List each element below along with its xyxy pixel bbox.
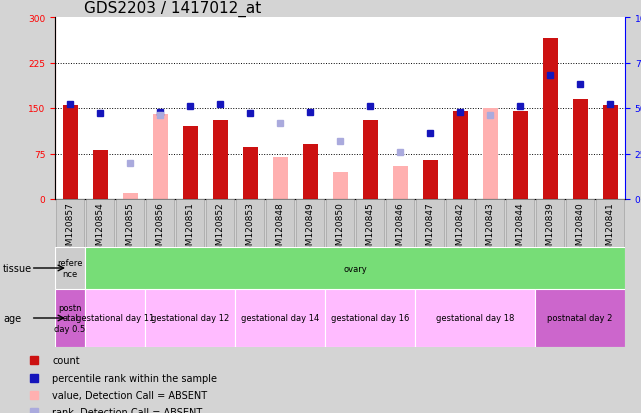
Text: GSM120854: GSM120854: [96, 202, 104, 256]
Bar: [392, 166, 408, 199]
Text: GSM120841: GSM120841: [606, 202, 615, 256]
Bar: [506, 199, 535, 247]
Text: GSM120853: GSM120853: [246, 202, 254, 256]
Bar: [333, 172, 347, 199]
Text: GSM120839: GSM120839: [545, 202, 554, 256]
Text: GSM120852: GSM120852: [215, 202, 224, 256]
Bar: [483, 109, 497, 199]
Bar: [153, 115, 167, 199]
Bar: [513, 112, 528, 199]
Bar: [183, 127, 197, 199]
Text: GSM120843: GSM120843: [485, 202, 494, 256]
Bar: [325, 289, 415, 347]
Text: gestational day 16: gestational day 16: [331, 314, 409, 323]
Bar: [303, 145, 317, 199]
Bar: [272, 157, 288, 199]
Text: GSM120842: GSM120842: [456, 202, 465, 256]
Bar: [296, 199, 324, 247]
Bar: [603, 106, 617, 199]
Text: age: age: [3, 313, 21, 323]
Text: GSM120857: GSM120857: [65, 202, 74, 256]
Bar: [386, 199, 414, 247]
Text: GSM120845: GSM120845: [365, 202, 374, 256]
Bar: [55, 247, 85, 289]
Text: GSM120847: GSM120847: [426, 202, 435, 256]
Bar: [85, 289, 145, 347]
Bar: [356, 199, 385, 247]
Bar: [415, 289, 535, 347]
Bar: [476, 199, 504, 247]
Bar: [206, 199, 235, 247]
Bar: [565, 199, 594, 247]
Text: refere
nce: refere nce: [57, 259, 83, 278]
Text: GDS2203 / 1417012_at: GDS2203 / 1417012_at: [83, 0, 261, 17]
Bar: [115, 199, 144, 247]
Text: GSM120850: GSM120850: [335, 202, 344, 256]
Text: rank, Detection Call = ABSENT: rank, Detection Call = ABSENT: [52, 407, 203, 413]
Text: percentile rank within the sample: percentile rank within the sample: [52, 373, 217, 383]
Bar: [265, 199, 294, 247]
Bar: [542, 39, 558, 199]
Bar: [63, 106, 78, 199]
Bar: [535, 289, 625, 347]
Text: postn
atal
day 0.5: postn atal day 0.5: [54, 304, 86, 333]
Text: GSM120844: GSM120844: [515, 202, 524, 256]
Bar: [122, 193, 138, 199]
Text: gestational day 14: gestational day 14: [241, 314, 319, 323]
Text: gestational day 11: gestational day 11: [76, 314, 154, 323]
Text: GSM120840: GSM120840: [576, 202, 585, 256]
Bar: [86, 199, 114, 247]
Text: GSM120856: GSM120856: [156, 202, 165, 256]
Text: tissue: tissue: [3, 263, 32, 273]
Bar: [236, 199, 264, 247]
Bar: [235, 289, 325, 347]
Text: GSM120851: GSM120851: [185, 202, 194, 256]
Text: GSM120848: GSM120848: [276, 202, 285, 256]
Bar: [363, 121, 378, 199]
Text: ovary: ovary: [343, 264, 367, 273]
Bar: [55, 289, 85, 347]
Bar: [422, 160, 438, 199]
Text: GSM120846: GSM120846: [395, 202, 404, 256]
Text: postnatal day 2: postnatal day 2: [547, 314, 613, 323]
Text: GSM120849: GSM120849: [306, 202, 315, 256]
Text: value, Detection Call = ABSENT: value, Detection Call = ABSENT: [52, 390, 207, 400]
Bar: [242, 148, 258, 199]
Bar: [92, 151, 108, 199]
Bar: [572, 100, 588, 199]
Text: gestational day 12: gestational day 12: [151, 314, 229, 323]
Bar: [415, 199, 444, 247]
Text: count: count: [52, 356, 79, 366]
Bar: [176, 199, 204, 247]
Bar: [56, 199, 85, 247]
Bar: [536, 199, 564, 247]
Bar: [595, 199, 624, 247]
Bar: [145, 289, 235, 347]
Bar: [146, 199, 174, 247]
Text: gestational day 18: gestational day 18: [436, 314, 514, 323]
Bar: [445, 199, 474, 247]
Text: GSM120855: GSM120855: [126, 202, 135, 256]
Bar: [453, 112, 467, 199]
Bar: [326, 199, 354, 247]
Bar: [213, 121, 228, 199]
